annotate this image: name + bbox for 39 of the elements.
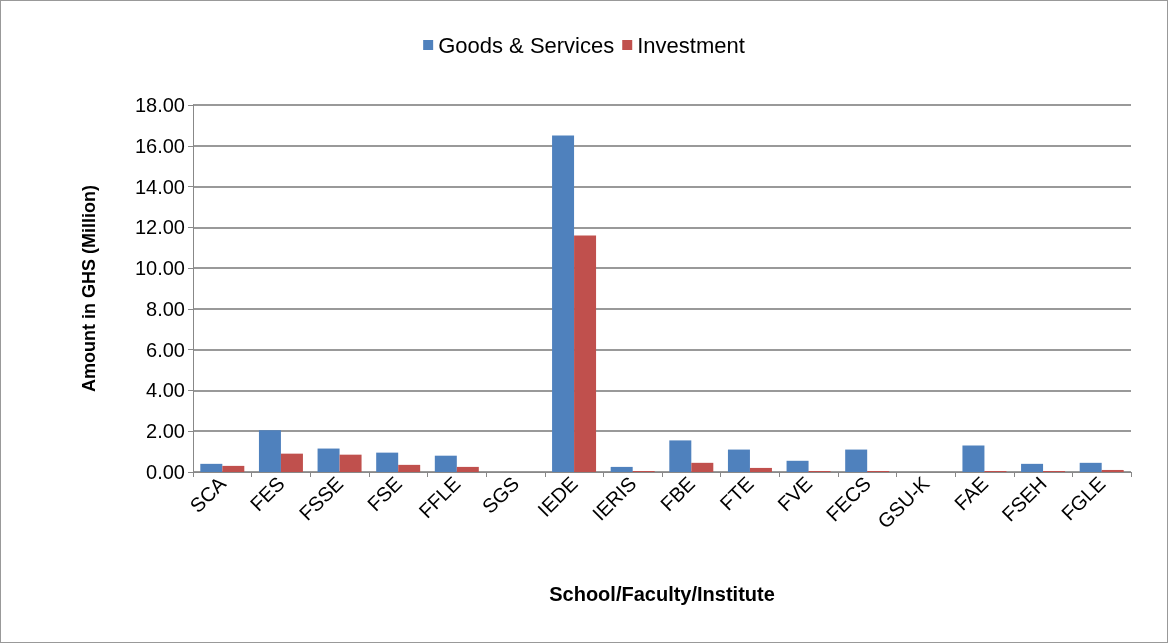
bar	[1101, 469, 1124, 472]
bar	[962, 445, 985, 472]
y-tick-label: 14.00	[134, 175, 185, 198]
bar	[786, 460, 809, 472]
bar	[222, 465, 245, 472]
bar	[669, 440, 692, 472]
bar	[456, 466, 479, 472]
y-tick-label: 4.00	[146, 379, 185, 402]
bar	[1021, 463, 1044, 472]
x-axis-title: School/Faculty/Institute	[549, 583, 775, 605]
bar	[434, 455, 457, 472]
bar	[845, 449, 868, 472]
bar	[258, 430, 281, 472]
bar	[376, 452, 399, 472]
y-tick-label: 0.00	[146, 461, 185, 483]
bar	[749, 467, 772, 472]
y-tick-label: 10.00	[134, 257, 185, 280]
bar	[280, 453, 303, 472]
y-tick-label: 18.00	[134, 94, 185, 116]
legend-label: Goods & Services	[438, 32, 615, 58]
y-tick-label: 8.00	[146, 297, 185, 320]
y-tick-label: 12.00	[134, 216, 185, 239]
y-tick-label: 2.00	[146, 420, 185, 443]
y-tick-label: 6.00	[146, 338, 185, 361]
bar	[574, 235, 597, 472]
x-tick-label: SCA	[185, 471, 231, 517]
legend-label: Investment	[637, 32, 745, 58]
y-tick-label: 16.00	[134, 134, 185, 157]
bar	[610, 466, 633, 472]
bar	[200, 463, 223, 472]
x-tick-label: FES	[245, 472, 289, 516]
bar	[552, 135, 575, 472]
bar	[398, 464, 421, 472]
bar	[317, 448, 340, 472]
y-axis-title: Amount in GHS (Million)	[79, 185, 99, 392]
bar	[691, 462, 714, 472]
bar	[339, 454, 362, 472]
bar	[727, 449, 750, 472]
bar	[1079, 462, 1102, 472]
